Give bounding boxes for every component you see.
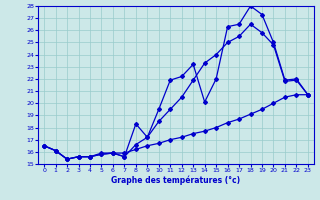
X-axis label: Graphe des températures (°c): Graphe des températures (°c) [111, 176, 241, 185]
